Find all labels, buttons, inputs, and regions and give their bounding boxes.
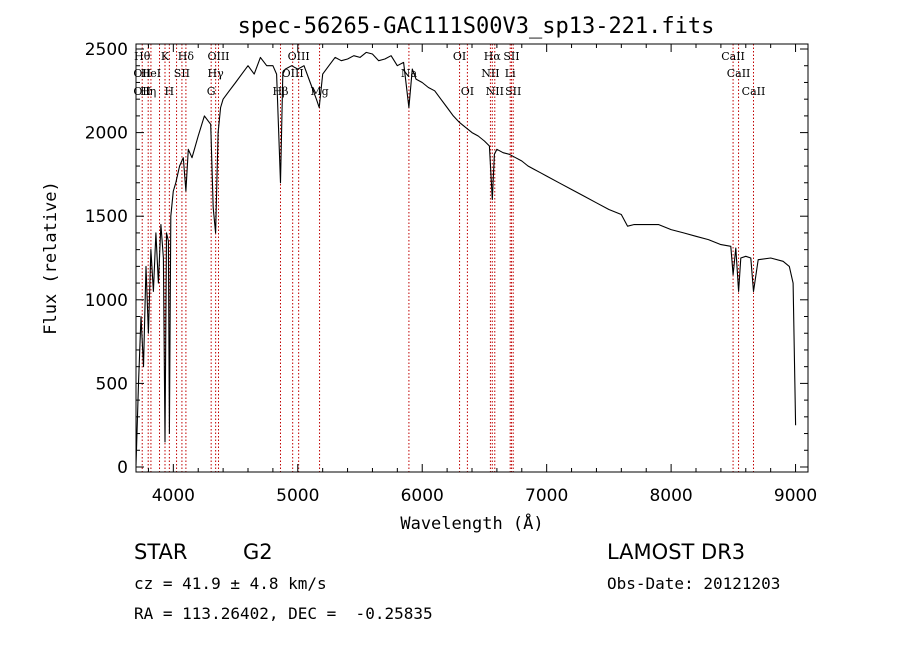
spectral-line-labels: HθOIIOIIHηHeIKHSIIHδGHγOIIIHβOIIIOIIIMgN… bbox=[133, 50, 765, 98]
line-label: OII bbox=[133, 67, 151, 80]
x-tick-label: 4000 bbox=[152, 486, 195, 506]
observation-date: Obs-Date: 20121203 bbox=[607, 574, 781, 593]
line-label: NII bbox=[481, 67, 499, 80]
line-label: SII bbox=[505, 85, 521, 98]
line-label: G bbox=[207, 85, 216, 98]
x-tick-label: 6000 bbox=[401, 486, 444, 506]
y-axis-ticks: 0 500 1000 1500 2000 2500 bbox=[85, 40, 808, 478]
sky-coordinates: RA = 113.26402, DEC = -0.25835 bbox=[134, 604, 433, 623]
x-tick-label: 5000 bbox=[276, 486, 319, 506]
line-label: CaII bbox=[727, 67, 751, 80]
x-axis-ticks: 4000 5000 6000 7000 8000 9000 bbox=[147, 44, 817, 506]
line-label: OI bbox=[453, 50, 466, 63]
line-label: Hα bbox=[484, 50, 502, 63]
spectral-line-markers bbox=[141, 44, 754, 472]
x-axis-label: Wavelength (Å) bbox=[400, 512, 543, 534]
line-label: Hδ bbox=[178, 50, 195, 63]
y-tick-label: 500 bbox=[96, 374, 128, 394]
y-tick-label: 1000 bbox=[85, 291, 128, 311]
object-class: STAR bbox=[134, 540, 188, 564]
line-label: HeI bbox=[141, 67, 161, 80]
object-subclass: G2 bbox=[243, 540, 273, 564]
line-label: SII bbox=[174, 67, 190, 80]
spectrum-series bbox=[135, 51, 797, 466]
line-label: Hθ bbox=[134, 50, 151, 63]
x-tick-label: 7000 bbox=[525, 486, 568, 506]
line-label: CaII bbox=[721, 50, 745, 63]
x-tick-label: 8000 bbox=[649, 486, 692, 506]
chart-title: spec-56265-GAC111S00V3_sp13-221.fits bbox=[238, 14, 715, 39]
line-label: OI bbox=[461, 85, 474, 98]
redshift-velocity: cz = 41.9 ± 4.8 km/s bbox=[134, 574, 327, 593]
line-label: SII bbox=[503, 50, 519, 63]
spectrum-line bbox=[135, 51, 797, 466]
line-label: Hγ bbox=[208, 67, 225, 80]
line-label: OIII bbox=[207, 50, 229, 63]
y-tick-label: 2500 bbox=[85, 40, 128, 60]
line-label: OII bbox=[133, 85, 151, 98]
line-label: Li bbox=[505, 67, 516, 80]
y-tick-label: 2000 bbox=[85, 124, 128, 144]
y-tick-label: 1500 bbox=[85, 207, 128, 227]
line-label: H bbox=[165, 85, 175, 98]
line-label: Hη bbox=[140, 85, 156, 98]
line-label: K bbox=[161, 50, 170, 63]
line-label: OIII bbox=[288, 50, 310, 63]
line-label: NII bbox=[486, 85, 504, 98]
plot-frame bbox=[135, 43, 809, 473]
line-label: CaII bbox=[742, 85, 766, 98]
line-label: Hβ bbox=[273, 85, 289, 98]
survey-name: LAMOST DR3 bbox=[607, 540, 746, 564]
x-tick-label: 9000 bbox=[774, 486, 817, 506]
y-tick-label: 0 bbox=[117, 458, 128, 478]
line-label: OIII bbox=[282, 67, 304, 80]
line-label: Na bbox=[401, 67, 418, 80]
y-axis-label: Flux (relative) bbox=[41, 181, 61, 335]
